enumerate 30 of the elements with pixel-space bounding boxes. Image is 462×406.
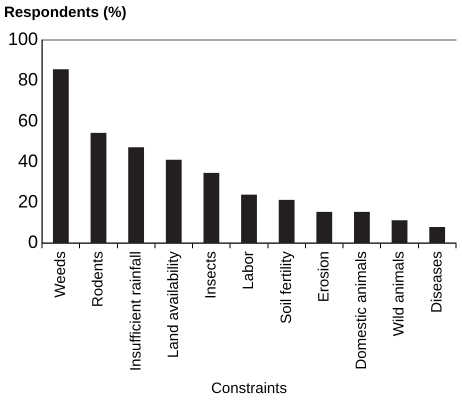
x-tick-label: Insects [202, 251, 220, 299]
bar [278, 200, 295, 244]
x-tick-label: Rodents [90, 251, 107, 308]
x-tick-label: Insufficient rainfall [127, 251, 144, 372]
bar [52, 69, 69, 244]
x-tick-label: Labor [240, 251, 258, 290]
x-tick-label: Soil fertility [278, 250, 295, 324]
bar [392, 220, 408, 244]
x-tick-label: Erosion [315, 251, 332, 302]
bar [241, 194, 257, 244]
y-tick-label: 80 [18, 70, 38, 90]
x-tick-label: Land availability [164, 250, 182, 358]
bar [316, 212, 332, 244]
x-tick-label: Domestic animals [353, 251, 370, 370]
bar [90, 132, 106, 244]
x-axis-title: Constraints [211, 380, 287, 398]
x-tick-label: Diseases [428, 251, 446, 313]
x-tick-label: Wild animals [390, 251, 408, 336]
y-tick-label: 60 [18, 110, 38, 130]
x-tick-label: Weeds [52, 251, 69, 298]
y-tick-label: 100 [8, 28, 38, 49]
y-axis-title: Respondents (%) [4, 4, 127, 22]
y-tick-label: 20 [18, 192, 38, 212]
bar [354, 212, 370, 244]
y-tick-label: 40 [18, 150, 38, 171]
bar [429, 226, 446, 244]
bar [128, 147, 144, 244]
y-tick-label: 0 [28, 232, 38, 252]
bar [203, 172, 220, 244]
bar [166, 160, 182, 244]
